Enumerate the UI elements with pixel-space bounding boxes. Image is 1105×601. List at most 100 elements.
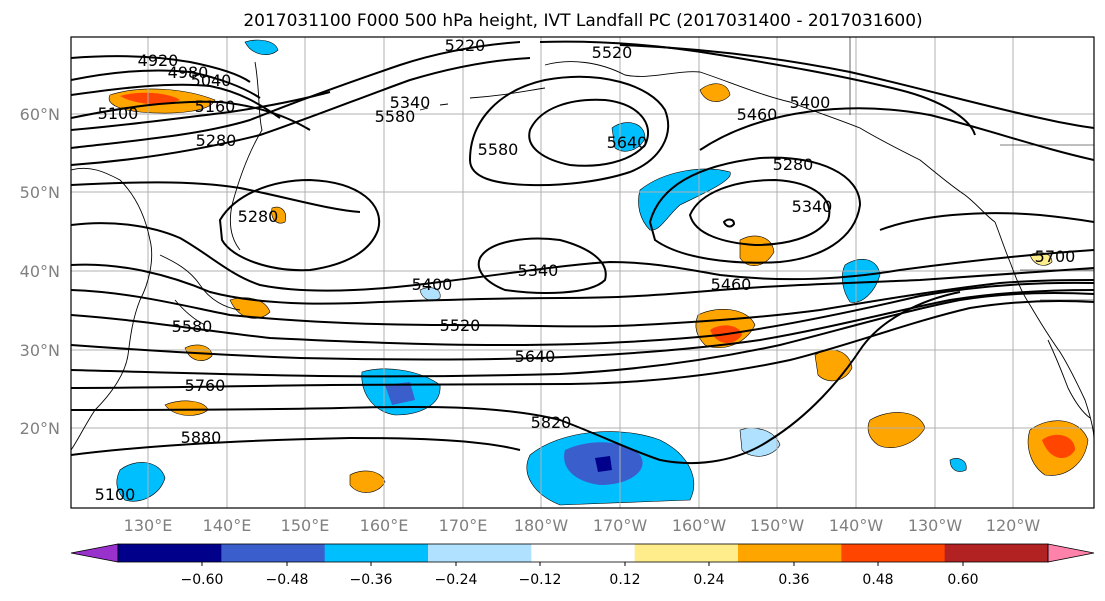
lon-label: 130°W (908, 516, 963, 535)
contour-5040 (71, 83, 281, 119)
lon-label: 130°E (124, 516, 173, 535)
lon-label: 170°W (593, 516, 648, 535)
contour-label: 5520 (592, 43, 633, 62)
colorbar-frame (117, 543, 1049, 563)
contour-label: 5100 (95, 485, 136, 504)
contour-label: 5640 (607, 133, 648, 152)
negative-anomaly-core (385, 382, 415, 405)
positive-anomaly-region (271, 206, 286, 224)
contour-label: 5280 (196, 131, 237, 150)
colorbar-cell (118, 544, 222, 562)
colorbar-label: 0.60 (947, 572, 978, 588)
positive-anomaly-core (1042, 434, 1075, 459)
negative-anomaly-center (595, 456, 612, 472)
contour-label: 5340 (792, 197, 833, 216)
japan-coast (159, 254, 241, 326)
colorbar-cell (841, 544, 946, 562)
colorbar-label: −0.24 (435, 572, 478, 588)
negative-anomaly-region (244, 39, 279, 55)
colorbar-cell (428, 544, 532, 562)
colorbar-cell (221, 544, 326, 562)
baja-coast (1047, 339, 1091, 419)
colorbar-label: −0.12 (519, 572, 562, 588)
colorbar-label: 0.12 (609, 572, 640, 588)
contour-label: 5460 (711, 275, 752, 294)
colorbar-label: −0.36 (350, 572, 393, 588)
contour-5820 (71, 291, 961, 465)
lat-label: 20°N (20, 419, 60, 438)
lat-label: 60°N (20, 105, 60, 124)
longitude-labels: 130°E 140°E 150°E 160°E 170°E 180°W 170°… (124, 516, 1041, 535)
high-north-5580 (468, 75, 670, 187)
lon-label: 150°W (750, 516, 805, 535)
low-west-5280 (218, 178, 381, 272)
alaska-coast (544, 61, 996, 223)
colorbar-ticks (201, 562, 964, 566)
contour-label: 5460 (737, 105, 778, 124)
lat-label: 40°N (20, 262, 60, 281)
contour-label: 5580 (375, 107, 416, 126)
colorbar-label: 0.24 (693, 572, 724, 588)
low-east-core (722, 218, 736, 228)
lon-label: 170°E (439, 516, 488, 535)
colorbar-cell (531, 544, 636, 562)
colorbar-cell (944, 544, 1049, 562)
contour-5100 (71, 100, 311, 131)
map-frame (70, 36, 1095, 509)
contour-5580 (71, 281, 1094, 347)
high-mid-5400 (477, 237, 607, 294)
contour-label: 5340 (390, 93, 431, 112)
negative-anomaly-region (419, 287, 441, 301)
contour-label: 4980 (168, 63, 209, 82)
contour-label: 5520 (440, 316, 481, 335)
negative-anomaly-region (949, 458, 967, 472)
contour-label: 5220 (445, 36, 486, 55)
lat-label: 50°N (20, 183, 60, 202)
figure-title: 2017031100 F000 500 hPa height, IVT Land… (243, 11, 922, 31)
contour-5880 (71, 436, 521, 456)
contour-label: 4920 (138, 51, 179, 70)
contour-5340 (71, 181, 361, 213)
positive-anomaly-region (867, 412, 926, 448)
positive-anomaly-core (120, 92, 180, 105)
colorbar-labels: −0.60 −0.48 −0.36 −0.24 −0.12 0.12 0.24 … (181, 572, 979, 588)
latitude-labels: 60°N 50°N 40°N 30°N 20°N (20, 105, 60, 438)
contour-label: 5640 (515, 347, 556, 366)
map-panel: 4920 4980 5040 5100 5160 5220 5280 5340 … (70, 36, 1095, 509)
contour-label: 5580 (478, 140, 519, 159)
north-america-coast (994, 221, 1094, 441)
contour-label: 5400 (790, 93, 831, 112)
colorbar-extend-max (1047, 543, 1095, 563)
positive-anomaly-region (349, 470, 386, 493)
contour-label: 5820 (531, 413, 572, 432)
contour-label: 5160 (195, 97, 236, 116)
contour-5520 (71, 279, 1094, 328)
contour-5400 (71, 222, 1094, 292)
lat-label: 30°N (20, 341, 60, 360)
lon-label: 160°E (360, 516, 409, 535)
contour-ridge-5520 (539, 40, 976, 136)
colorbar-extend-min (70, 543, 119, 563)
colorbar-label: 0.36 (778, 572, 809, 588)
contour-5460 (71, 263, 1094, 305)
contour-label: 5100 (98, 104, 139, 123)
lon-label: 160°W (672, 516, 727, 535)
contour-label: 5580 (172, 317, 213, 336)
contour-5280 (71, 57, 531, 166)
shading-layer (108, 39, 1089, 506)
contour-label: 5040 (191, 71, 232, 90)
country-border (849, 37, 1094, 301)
lon-label: 140°E (203, 516, 252, 535)
contour-label: 5760 (185, 376, 226, 395)
contour-ridge-5460 (619, 44, 1094, 129)
colorbar-cells (70, 543, 1095, 563)
contour-label: 5280 (238, 207, 279, 226)
contour-east-5580 (879, 212, 1094, 231)
kamchatka-coast (229, 61, 263, 251)
negative-anomaly-region (638, 168, 731, 231)
colorbar-cell (324, 544, 429, 562)
contour-labels: 4920 4980 5040 5100 5160 5220 5280 5340 … (95, 36, 1076, 504)
contour-label: 5400 (412, 275, 453, 294)
lon-label: 120°W (986, 516, 1041, 535)
